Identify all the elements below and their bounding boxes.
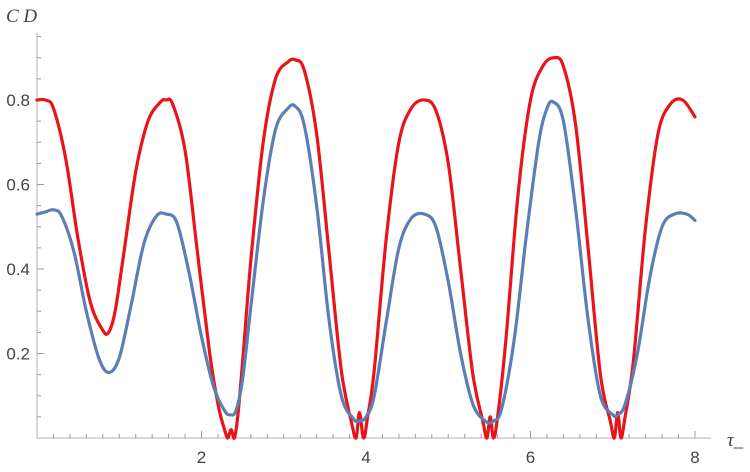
x-tick-label: 6: [526, 448, 535, 467]
y-tick-label: 0.2: [6, 345, 30, 364]
x-tick-label: 4: [361, 448, 370, 467]
series-layer: [35, 55, 697, 440]
x-tick-label: 2: [197, 448, 206, 467]
tick-labels: 2 4 6 8 0.2 0.4 0.6 0.8: [6, 91, 699, 467]
series-line-2: [35, 99, 697, 425]
y-tick-label: 0.4: [6, 260, 30, 279]
y-tick-label: 0.6: [6, 176, 30, 195]
y-tick-label: 0.8: [6, 91, 30, 110]
y-axis-label: C D: [6, 6, 37, 27]
series-line-1: [35, 55, 697, 440]
x-axis-label: τ_: [727, 430, 744, 451]
x-tick-label: 8: [690, 448, 699, 467]
